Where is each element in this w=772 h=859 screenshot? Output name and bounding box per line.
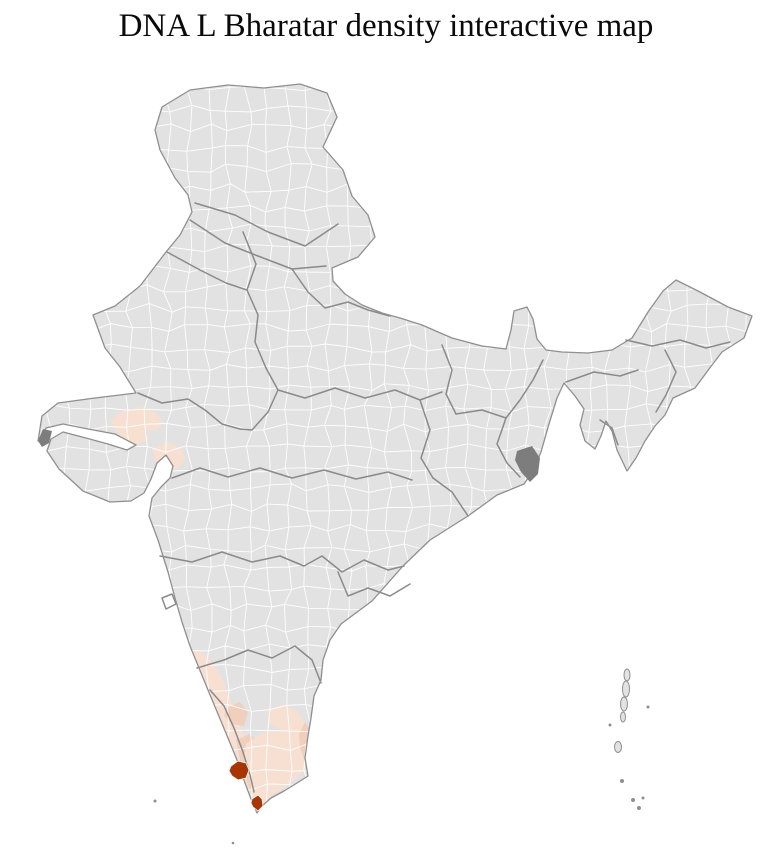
andaman-island-1[interactable] [623, 668, 631, 682]
state-border-tripura-mizoram [599, 419, 619, 446]
page-title: DNA L Bharatar density interactive map [118, 8, 654, 44]
nicobar-island-2[interactable] [631, 798, 635, 802]
andaman-island-3[interactable] [620, 696, 628, 712]
state-border-up-bihar [441, 344, 457, 415]
andaman-island-2[interactable] [622, 680, 630, 698]
andaman-islet-east[interactable] [646, 705, 650, 709]
south-islet[interactable] [231, 841, 235, 845]
nicobar-island-1[interactable] [620, 779, 624, 783]
region-kanyakumari-high[interactable] [250, 794, 264, 812]
state-border-karnataka-ap [321, 555, 405, 573]
state-border-rajasthan-east [239, 367, 279, 431]
state-boundaries [137, 202, 731, 793]
state-border-meghalaya [565, 369, 639, 383]
nicobar-island-3[interactable] [641, 796, 645, 800]
state-border-arunachal-assam [625, 339, 731, 349]
islands [153, 668, 650, 845]
high-density-districts [228, 760, 264, 812]
state-border-punjab-haryana [242, 231, 267, 369]
state-border-nagaland-manipur [655, 349, 677, 413]
nicobar-island-4[interactable] [637, 806, 641, 810]
state-border-goa [161, 593, 177, 610]
state-border-jk-hp [194, 202, 339, 247]
little-andaman-island[interactable] [614, 741, 622, 753]
state-border-hp-punjab [189, 219, 327, 270]
state-border-maharashtra-south [159, 551, 323, 567]
state-border-uttarakhand [291, 268, 391, 317]
state-border-karnataka-tn [196, 645, 322, 684]
state-border-mp-chhattisgarh [419, 399, 434, 479]
lakshadweep-island[interactable] [153, 799, 157, 803]
state-border-wb-west [496, 417, 521, 478]
andaman-islet-west[interactable] [608, 723, 612, 727]
dark-districts [38, 429, 540, 482]
state-border-chhattisgarh-odisha [432, 477, 469, 517]
state-border-gujarat-rajasthan [137, 392, 241, 430]
state-border-bihar-wb [455, 359, 544, 419]
india-landmass[interactable] [38, 84, 752, 813]
region-kutch-creek[interactable] [38, 429, 52, 447]
region-sundarbans[interactable] [515, 446, 540, 482]
state-border-kerala-tn [209, 689, 255, 793]
state-border-punjab-rajasthan [166, 251, 248, 291]
andaman-island-4[interactable] [620, 711, 626, 723]
state-border-telangana [337, 571, 411, 597]
region-central-kerala-high[interactable] [228, 760, 250, 781]
state-border-maharashtra-north [171, 467, 413, 481]
